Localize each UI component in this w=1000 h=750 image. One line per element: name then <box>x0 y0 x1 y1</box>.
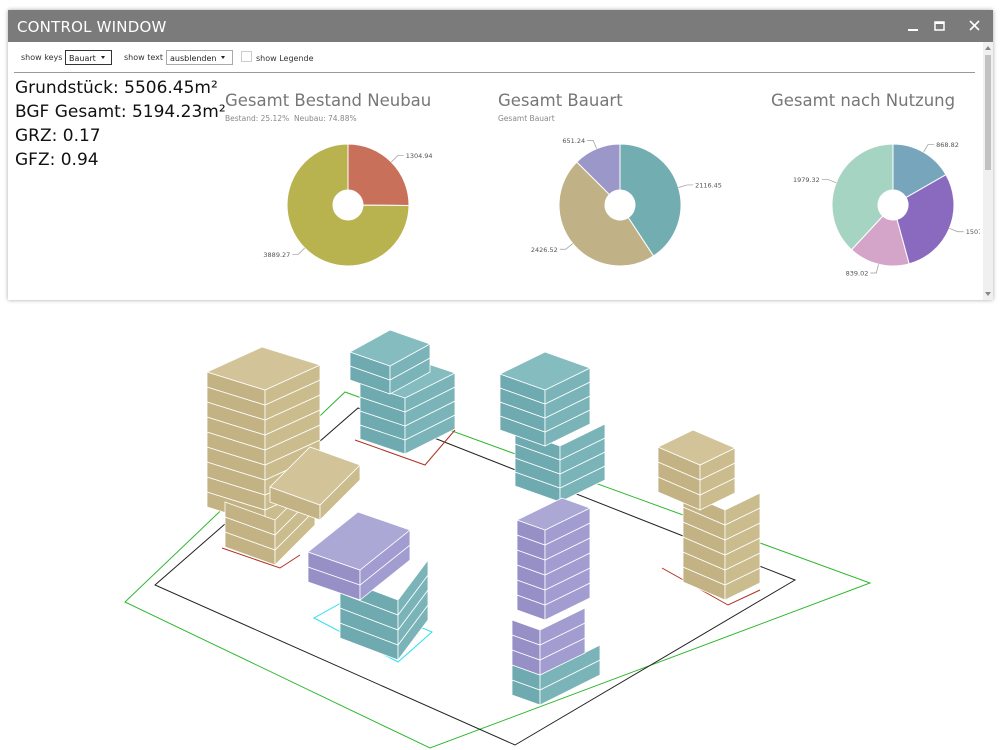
donut-slice <box>576 143 621 196</box>
show-text-select[interactable]: ausblenden <box>166 50 233 65</box>
stat: BGF Gesamt: 5194.23m² <box>15 102 226 122</box>
window-buttons <box>908 20 980 31</box>
chart-title: Gesamt nach Nutzung <box>771 91 955 110</box>
building <box>499 351 606 503</box>
building <box>307 511 429 661</box>
chart-subtitle: Bestand: 25.12% Neubau: 74.88% <box>225 114 357 123</box>
building <box>349 329 456 455</box>
stat: GFZ: 0.94 <box>15 150 99 170</box>
donut-slice <box>347 143 410 206</box>
value-label: 839.02 <box>846 269 869 277</box>
value-label: 2116.45 <box>695 181 722 189</box>
show-keys-label: show keys <box>21 53 63 62</box>
value-label: 1304.94 <box>406 152 433 160</box>
donut-slice <box>286 143 410 267</box>
donut-slice <box>850 215 910 267</box>
select-value: Bauart <box>69 54 96 63</box>
stat: GRZ: 0.17 <box>15 126 101 146</box>
building <box>511 497 601 706</box>
leader-line <box>821 179 837 184</box>
donut-slice <box>892 143 947 199</box>
footprint <box>221 547 301 569</box>
3d-view <box>124 329 872 749</box>
donut-slice <box>558 161 655 267</box>
window-title: CONTROL WINDOW <box>17 18 167 36</box>
chart-subtitle: Gesamt Bauart <box>498 114 555 123</box>
leader-line <box>391 155 404 163</box>
stats: Grundstück: 5506.45m² BGF Gesamt: 5194.2… <box>15 76 226 172</box>
show-text-label: show text <box>124 53 164 62</box>
donut-slice <box>831 143 894 251</box>
value-label: 3889.27 <box>263 251 290 259</box>
leader-line <box>870 264 879 274</box>
charts: Gesamt Bestand Neubau Bestand: 25.12% Neu… <box>225 91 980 277</box>
donut-slice <box>896 174 955 265</box>
value-label: 1979.32 <box>793 176 820 184</box>
control-window: CONTROL WINDOW show keys Bauart show tex… <box>8 10 993 300</box>
leader-line <box>678 184 694 188</box>
scrollbar[interactable] <box>983 42 993 300</box>
legend-checkbox[interactable] <box>241 51 252 62</box>
leader-line <box>559 243 573 250</box>
leader-line <box>587 140 597 149</box>
title-bar: CONTROL WINDOW <box>8 10 993 42</box>
value-label: 868.82 <box>936 141 959 149</box>
value-label: 1507.05 <box>966 228 980 236</box>
legend-label: show Legende <box>256 54 314 63</box>
leader-line <box>949 227 964 233</box>
footprint <box>354 429 456 466</box>
select-value: ausblenden <box>170 54 217 63</box>
show-keys-select[interactable]: Bauart <box>65 50 112 65</box>
close-button[interactable] <box>969 20 980 31</box>
chart-title: Gesamt Bestand Neubau <box>225 91 431 110</box>
divider <box>14 72 975 73</box>
value-label: 651.24 <box>562 137 585 145</box>
leader-line <box>292 247 305 255</box>
stat: Grundstück: 5506.45m² <box>15 78 218 98</box>
chart-title: Gesamt Bauart <box>498 91 623 110</box>
leader-line <box>923 144 935 153</box>
value-label: 2426.52 <box>531 246 558 254</box>
select-arrows <box>101 56 225 59</box>
